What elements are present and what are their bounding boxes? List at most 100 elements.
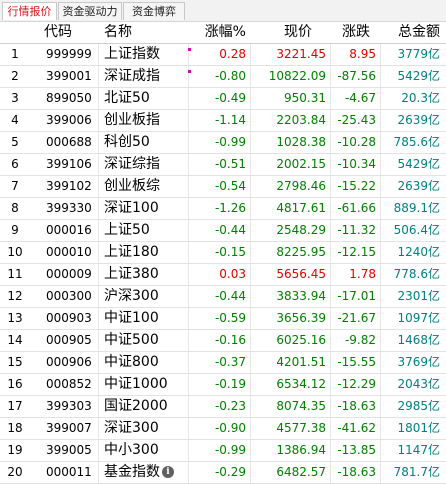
row-index-text: 5 — [11, 135, 19, 149]
header-price[interactable]: 现价 — [284, 24, 312, 40]
column-divider — [250, 22, 251, 484]
row-code: 000903 — [30, 308, 98, 329]
header-change[interactable]: 涨跌 — [342, 24, 370, 40]
row-index-text: 13 — [7, 311, 23, 325]
row-index-text: 7 — [11, 179, 19, 193]
row-code-text: 399102 — [46, 179, 92, 193]
row-name-text: 国证2000 — [104, 398, 168, 414]
row-pct-text: -0.99 — [214, 135, 246, 149]
row-code-text: 399007 — [46, 421, 92, 435]
row-code-text: 000906 — [46, 355, 92, 369]
table-row[interactable]: 7 399102 创业板综 -0.54 2798.46 -15.22 2639亿 — [0, 176, 446, 198]
row-code-text: 000300 — [46, 289, 92, 303]
row-pct: -0.23 — [188, 396, 250, 417]
row-name: 国证2000 — [98, 396, 188, 417]
table-row[interactable]: 15 000906 中证800 -0.37 4201.51 -15.55 3769亿 — [0, 352, 446, 374]
row-volume: 1147亿 — [380, 440, 444, 461]
row-price: 6025.16 — [250, 330, 330, 351]
row-price: 3656.39 — [250, 308, 330, 329]
table-row[interactable]: 13 000903 中证100 -0.59 3656.39 -21.67 1097亿 — [0, 308, 446, 330]
row-pct: -0.99 — [188, 132, 250, 153]
row-index: 14 — [0, 330, 30, 351]
table-row[interactable]: 14 000905 中证500 -0.16 6025.16 -9.82 1468亿 — [0, 330, 446, 352]
row-name: 中证1000 — [98, 374, 188, 395]
row-name-text: 中证800 — [104, 354, 159, 370]
row-name-text: 深证100 — [104, 200, 159, 216]
row-index: 16 — [0, 374, 30, 395]
row-change-text: -21.67 — [337, 311, 376, 325]
row-pct: 0.28 — [188, 44, 250, 65]
table-row[interactable]: 16 000852 中证1000 -0.19 6534.12 -12.29 2043亿 — [0, 374, 446, 396]
row-pct-text: -1.26 — [214, 201, 246, 215]
row-index: 13 — [0, 308, 30, 329]
table-row[interactable]: 12 000300 沪深300 -0.44 3833.94 -17.01 2301亿 — [0, 286, 446, 308]
row-price-text: 6025.16 — [276, 333, 326, 347]
table-row[interactable]: 1 999999 上证指数 0.28 3221.45 8.95 3779亿 — [0, 44, 446, 66]
row-index: 6 — [0, 154, 30, 175]
table-row[interactable]: 18 399007 深证300 -0.90 4577.38 -41.62 1801亿 — [0, 418, 446, 440]
row-pct-text: -0.23 — [214, 399, 246, 413]
row-pct: -0.51 — [188, 154, 250, 175]
header-pct[interactable]: 涨幅% — [204, 24, 246, 40]
row-index-text: 9 — [11, 223, 19, 237]
row-change-text: -25.43 — [337, 113, 376, 127]
row-volume-text: 1097亿 — [397, 311, 440, 325]
table-row[interactable]: 3 899050 北证50 -0.49 950.31 -4.67 20.3亿 — [0, 88, 446, 110]
table-row[interactable]: 20 000011 基金指数 i -0.29 6482.57 -18.63 781.7亿 — [0, 462, 446, 484]
row-volume-text: 5429亿 — [397, 69, 440, 83]
row-name: 中小300 — [98, 440, 188, 461]
tab-fund-driver[interactable]: 资金驱动力 — [58, 2, 122, 20]
row-volume-text: 778.6亿 — [393, 267, 440, 281]
info-icon[interactable]: i — [162, 466, 174, 478]
row-pct-text: 0.28 — [219, 47, 246, 61]
table-row[interactable]: 2 399001 深证成指 -0.80 10822.09 -87.56 5429亿 — [0, 66, 446, 88]
row-price: 8074.35 — [250, 396, 330, 417]
row-price-text: 2002.15 — [276, 157, 326, 171]
header-code[interactable]: 代码 — [44, 24, 72, 40]
row-pct: -0.16 — [188, 330, 250, 351]
row-price: 2548.29 — [250, 220, 330, 241]
row-pct: -0.90 — [188, 418, 250, 439]
row-pct: -0.44 — [188, 286, 250, 307]
table-row[interactable]: 19 399005 中小300 -0.99 1386.94 -13.85 1147亿 — [0, 440, 446, 462]
row-index-text: 6 — [11, 157, 19, 171]
table-row[interactable]: 5 000688 科创50 -0.99 1028.38 -10.28 785.6亿 — [0, 132, 446, 154]
row-change-text: -12.15 — [337, 245, 376, 259]
header-volume[interactable]: 总金额 — [398, 24, 440, 40]
table-row[interactable]: 17 399303 国证2000 -0.23 8074.35 -18.63 2985亿 — [0, 396, 446, 418]
row-code: 999999 — [30, 44, 98, 65]
row-pct: -0.37 — [188, 352, 250, 373]
row-index-text: 3 — [11, 91, 19, 105]
row-index: 17 — [0, 396, 30, 417]
table-row[interactable]: 9 000016 上证50 -0.44 2548.29 -11.32 506.4亿 — [0, 220, 446, 242]
table-header: 代码 名称 涨幅% 现价 涨跌 总金额 — [0, 22, 446, 44]
row-change-text: -17.01 — [337, 289, 376, 303]
row-change-text: -61.66 — [337, 201, 376, 215]
row-index-text: 14 — [7, 333, 23, 347]
row-volume: 1097亿 — [380, 308, 444, 329]
row-code: 000009 — [30, 264, 98, 285]
row-change-text: -87.56 — [337, 69, 376, 83]
row-change-text: -9.82 — [344, 333, 376, 347]
row-name: 上证380 — [98, 264, 188, 285]
row-change: -9.82 — [330, 330, 380, 351]
table-row[interactable]: 11 000009 上证380 0.03 5656.45 1.78 778.6亿 — [0, 264, 446, 286]
row-pct-text: -0.16 — [214, 333, 246, 347]
table-row[interactable]: 10 000010 上证180 -0.15 8225.95 -12.15 1240亿 — [0, 242, 446, 264]
row-index-text: 16 — [7, 377, 23, 391]
row-price-text: 3221.45 — [276, 47, 326, 61]
header-name[interactable]: 名称 — [104, 24, 132, 40]
row-name-text: 上证50 — [104, 222, 150, 238]
row-pct: -0.49 — [188, 88, 250, 109]
row-volume-text: 1240亿 — [397, 245, 440, 259]
row-code-text: 000903 — [46, 311, 92, 325]
tab-quote[interactable]: 行情报价 — [2, 2, 57, 20]
table-row[interactable]: 4 399006 创业板指 -1.14 2203.84 -25.43 2639亿 — [0, 110, 446, 132]
table-row[interactable]: 6 399106 深证综指 -0.51 2002.15 -10.34 5429亿 — [0, 154, 446, 176]
row-change-text: -18.63 — [337, 465, 376, 479]
row-change-text: 1.78 — [349, 267, 376, 281]
tab-bar: 行情报价 资金驱动力 资金博弈 — [0, 0, 446, 22]
table-row[interactable]: 8 399330 深证100 -1.26 4817.61 -61.66 889.1亿 — [0, 198, 446, 220]
row-price-text: 2548.29 — [276, 223, 326, 237]
tab-fund-game[interactable]: 资金博弈 — [123, 2, 185, 20]
